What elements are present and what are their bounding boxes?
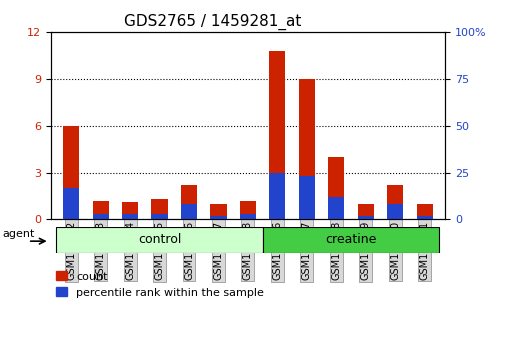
Bar [63,126,79,219]
Text: control: control [138,233,181,246]
Bar [181,205,197,219]
Bar [181,185,197,219]
Bar [57,227,262,253]
Text: GDS2765 / 1459281_at: GDS2765 / 1459281_at [124,14,300,30]
Bar [269,172,285,219]
Bar [262,227,438,253]
Bar [416,204,432,219]
Bar [298,176,314,219]
Bar [386,205,402,219]
Bar [298,79,314,219]
Bar [357,216,373,219]
Bar [92,214,109,219]
Text: creatine: creatine [325,233,376,246]
Text: agent: agent [3,229,35,239]
Bar [416,216,432,219]
Bar [357,204,373,219]
Bar [239,201,256,219]
Bar [328,197,344,219]
Bar [122,214,138,219]
Bar [210,216,226,219]
Bar [328,157,344,219]
Bar [210,204,226,219]
Bar [63,188,79,219]
Bar [151,199,167,219]
Bar [269,51,285,219]
Bar [386,185,402,219]
Bar [122,202,138,219]
Bar [151,214,167,219]
Bar [92,201,109,219]
Legend: count, percentile rank within the sample: count, percentile rank within the sample [56,271,264,297]
Bar [239,214,256,219]
